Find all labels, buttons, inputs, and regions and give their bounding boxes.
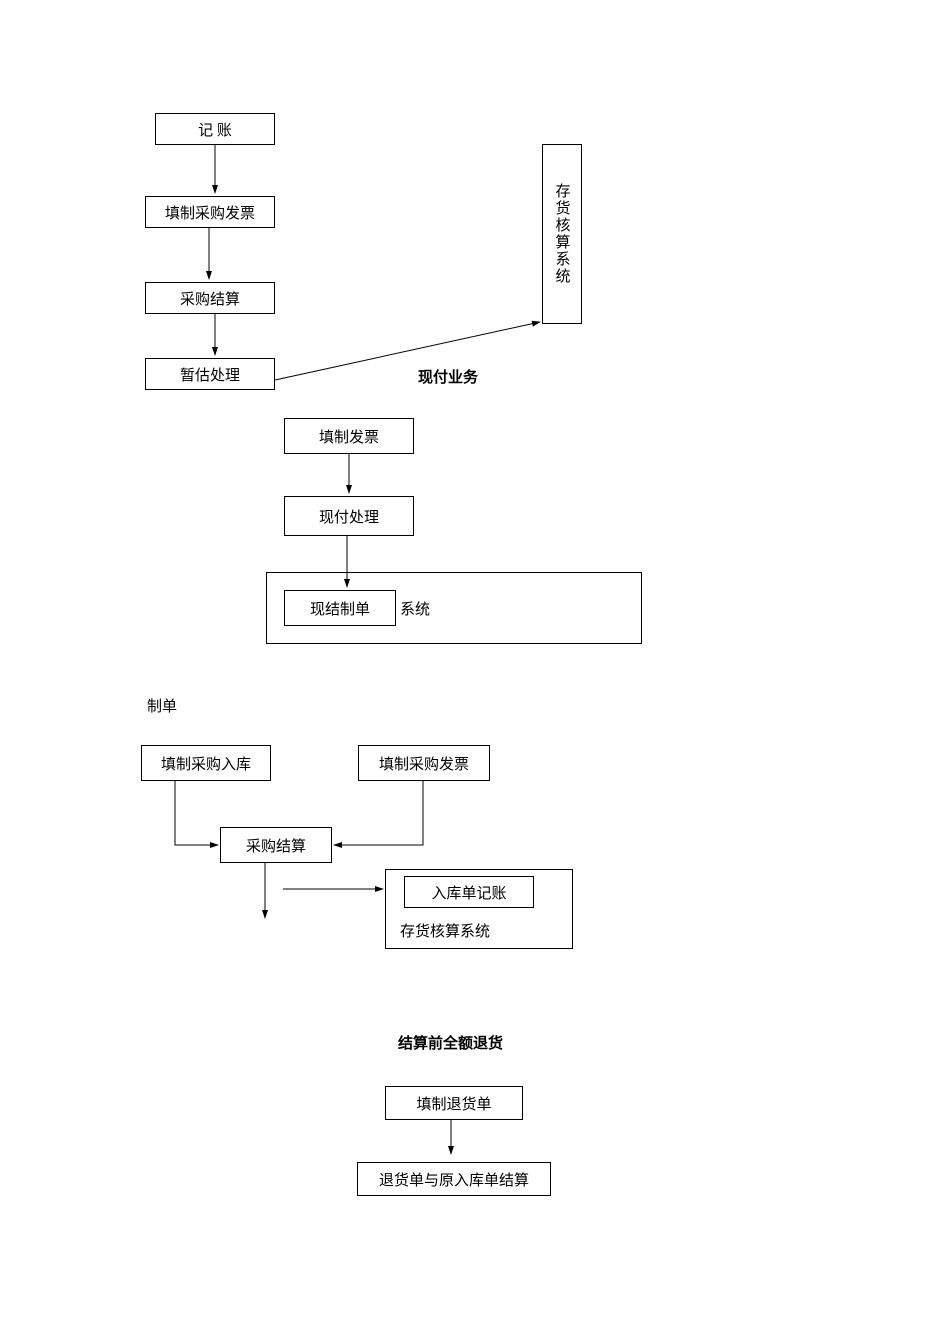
fc1-node-cash-order: 现结制单 [284,590,396,626]
fc2-inventory-label: 存货核算系统 [400,920,490,941]
arrows-svg [0,0,950,1344]
fc1-cash-label: 现付业务 [418,366,478,387]
fc1-node-jizhang: 记 账 [155,113,275,145]
fc1-node-fill-invoice: 填制发票 [284,418,414,454]
fc1-node-cash-process: 现付处理 [284,496,414,536]
fc3-node-return: 填制退货单 [385,1086,523,1120]
fc2-node-invoice: 填制采购发票 [358,745,490,781]
fc1-inventory-label: 存货核算系统 [552,183,573,285]
fc2-node-warehouse: 填制采购入库 [141,745,271,781]
fc2-node-record: 入库单记账 [404,876,534,908]
fc3-title: 结算前全额退货 [398,1032,503,1053]
fc1-node-settle: 采购结算 [145,282,275,314]
fc2-title: 制单 [147,695,177,716]
fc1-node-estimate: 暂估处理 [145,358,275,390]
fc1-node-invoice: 填制采购发票 [145,196,275,228]
fc3-node-return-settle: 退货单与原入库单结算 [357,1162,551,1196]
fc2-node-settle: 采购结算 [220,827,332,863]
fc1-system-label: 系统 [400,598,430,619]
fc1-node-inventory-system: 存货核算系统 [542,144,582,324]
